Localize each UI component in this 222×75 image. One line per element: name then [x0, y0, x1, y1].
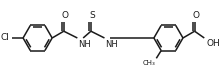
Text: NH: NH [78, 40, 91, 49]
Text: CH₃: CH₃ [143, 60, 155, 66]
Text: OH: OH [206, 39, 220, 48]
Text: S: S [89, 11, 95, 20]
Text: O: O [192, 11, 199, 20]
Text: NH: NH [105, 40, 118, 49]
Text: O: O [61, 11, 68, 20]
Text: Cl: Cl [1, 33, 10, 42]
